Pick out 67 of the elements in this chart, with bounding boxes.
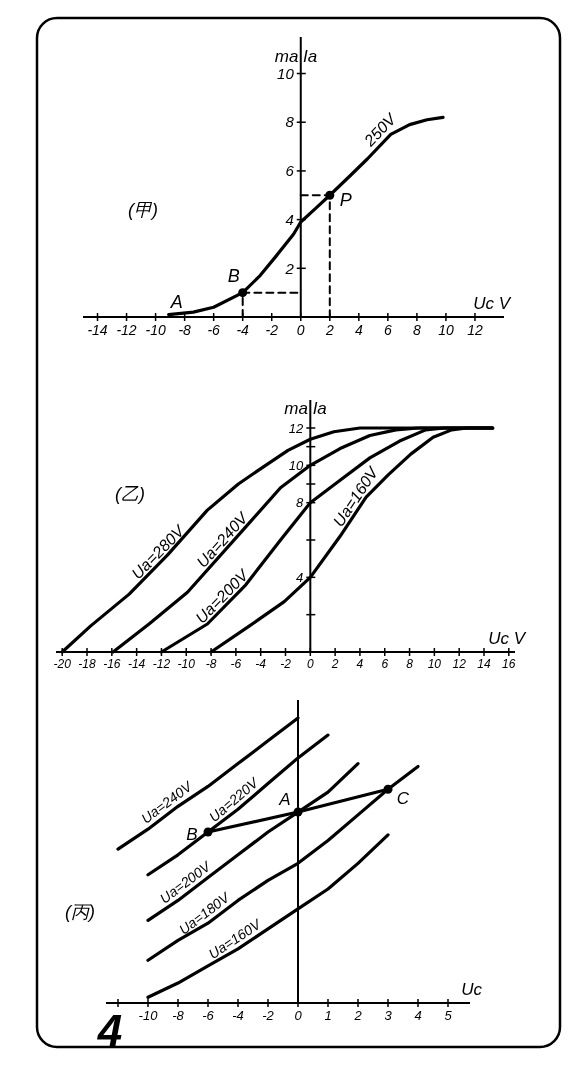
x-axis-title: Uc V bbox=[488, 629, 527, 648]
x-tick-label: -4 bbox=[236, 322, 250, 338]
y-tick-label: 10 bbox=[288, 457, 305, 473]
x-tick-label: 5 bbox=[444, 1008, 453, 1023]
x-axis-title: Uc bbox=[461, 980, 483, 999]
x-tick-label: -8 bbox=[172, 1008, 185, 1023]
x-tick-label: 10 bbox=[427, 657, 442, 671]
text: (乙) bbox=[115, 484, 145, 504]
text: (甲) bbox=[128, 200, 158, 220]
x-tick-label: 6 bbox=[381, 657, 389, 671]
x-tick-label: 6 bbox=[383, 322, 392, 338]
y-tick-label: 6 bbox=[285, 162, 295, 180]
x-tick-label: 4 bbox=[414, 1008, 422, 1023]
x-tick-label: -10 bbox=[145, 322, 166, 338]
annotation: A bbox=[278, 790, 291, 809]
x-tick-label: 4 bbox=[356, 657, 364, 671]
x-tick-label: -2 bbox=[280, 657, 292, 671]
annotation: B bbox=[186, 824, 198, 844]
y-tick-label: 2 bbox=[284, 259, 295, 277]
annotation: P bbox=[339, 189, 352, 210]
y-tick-label: 10 bbox=[277, 64, 295, 82]
x-tick-label: -12 bbox=[152, 657, 171, 671]
y-tick-label: 8 bbox=[285, 113, 295, 131]
x-tick-label: -2 bbox=[262, 1008, 275, 1023]
x-tick-label: 12 bbox=[467, 322, 483, 338]
x-tick-label: -6 bbox=[230, 657, 242, 671]
x-tick-label: -14 bbox=[127, 657, 146, 671]
y-tick-label: 12 bbox=[288, 420, 305, 436]
x-tick-label: -14 bbox=[87, 322, 108, 338]
x-tick-label: 16 bbox=[502, 657, 516, 671]
x-tick-label: 0 bbox=[306, 657, 314, 671]
x-tick-label: -4 bbox=[255, 657, 267, 671]
x-tick-label: 3 bbox=[384, 1008, 393, 1023]
x-tick-label: -18 bbox=[78, 657, 97, 671]
annotation: B bbox=[227, 265, 240, 286]
x-tick-label: 8 bbox=[413, 322, 421, 338]
x-tick-label: 0 bbox=[296, 322, 305, 338]
x-tick-label: 2 bbox=[324, 322, 334, 338]
x-tick-label: 2 bbox=[330, 657, 339, 671]
x-tick-label: 2 bbox=[353, 1008, 363, 1023]
annotation: A bbox=[169, 291, 183, 312]
x-tick-label: 14 bbox=[477, 657, 491, 671]
x-tick-label: -8 bbox=[178, 322, 192, 338]
x-axis-title: Uc V bbox=[473, 294, 512, 313]
x-tick-label: 0 bbox=[294, 1008, 303, 1023]
x-tick-label: -10 bbox=[138, 1008, 159, 1023]
y-tick-label: 4 bbox=[285, 210, 294, 228]
y-tick-label: 4 bbox=[296, 569, 304, 585]
y-axis-title: ma Ia bbox=[274, 47, 318, 66]
x-tick-label: -2 bbox=[265, 322, 279, 338]
x-tick-label: 4 bbox=[354, 322, 363, 338]
x-tick-label: 8 bbox=[406, 657, 414, 671]
x-tick-label: -12 bbox=[116, 322, 137, 338]
x-tick-label: -16 bbox=[103, 657, 121, 671]
x-tick-label: 1 bbox=[324, 1008, 332, 1023]
annotation: C bbox=[396, 789, 410, 809]
x-tick-label: -6 bbox=[207, 322, 221, 338]
x-tick-label: -4 bbox=[232, 1008, 244, 1023]
x-tick-label: -10 bbox=[177, 657, 196, 671]
x-tick-label: 10 bbox=[438, 322, 454, 338]
x-tick-label: -6 bbox=[202, 1008, 215, 1023]
text: (丙) bbox=[65, 902, 95, 922]
y-axis-title: ma Ia bbox=[284, 399, 327, 418]
x-tick-label: 12 bbox=[452, 657, 467, 671]
x-tick-label: -20 bbox=[53, 657, 72, 671]
x-tick-label: -8 bbox=[205, 657, 217, 671]
y-tick-label: 8 bbox=[296, 495, 305, 511]
